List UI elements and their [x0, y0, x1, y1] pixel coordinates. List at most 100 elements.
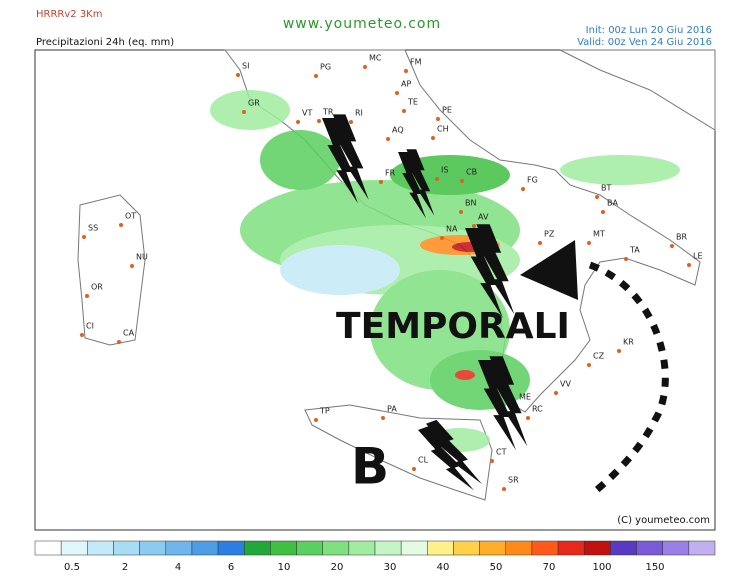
place-label: BR — [676, 233, 687, 242]
legend-swatch — [688, 540, 716, 556]
place-label: CA — [123, 329, 135, 338]
product-name: Precipitazioni 24h (eq. mm) — [36, 37, 174, 48]
city-marker — [386, 137, 390, 141]
place-label: FR — [385, 169, 396, 178]
legend-swatch — [557, 540, 585, 556]
legend-label: 2 — [122, 562, 128, 573]
place-label: BA — [607, 199, 618, 208]
place-labels: SI PG MC FM AP TE GR VT TR RI PE AQ CH FR IS CB FG BT BA BN… — [80, 54, 703, 491]
legend-swatch — [505, 540, 533, 556]
place-label: SR — [508, 476, 519, 485]
place-label: CL — [418, 456, 429, 465]
city-marker — [460, 179, 464, 183]
place-label: NA — [446, 225, 458, 234]
city-marker — [317, 119, 321, 123]
city-marker — [404, 69, 408, 73]
city-marker — [521, 187, 525, 191]
place-label: PG — [320, 63, 331, 72]
city-marker — [502, 487, 506, 491]
legend-swatch — [348, 540, 376, 556]
city-marker — [119, 223, 123, 227]
city-marker — [472, 224, 476, 228]
place-label: SS — [88, 224, 98, 233]
place-label: CH — [437, 125, 449, 134]
place-label: IS — [441, 166, 448, 175]
place-label: AP — [401, 80, 411, 89]
legend-swatch — [636, 540, 663, 556]
city-marker — [381, 416, 385, 420]
place-label: RC — [532, 405, 543, 414]
city-marker — [363, 65, 367, 69]
place-label: TA — [629, 246, 640, 255]
legend-label: 70 — [543, 562, 556, 573]
init-time: Init: 00z Lun 20 Giu 2016 — [586, 25, 712, 36]
place-label: CI — [86, 322, 94, 331]
legend-swatch — [400, 540, 428, 556]
city-marker — [402, 109, 406, 113]
city-marker — [80, 333, 84, 337]
city-marker — [435, 177, 439, 181]
city-marker — [587, 241, 591, 245]
place-label: ME — [519, 393, 531, 402]
city-marker — [601, 210, 605, 214]
place-label: NU — [136, 253, 148, 262]
legend-label: 0.5 — [64, 562, 80, 573]
place-label: OT — [125, 212, 136, 221]
city-marker — [440, 236, 444, 240]
legend-swatch — [531, 540, 559, 556]
city-marker — [617, 349, 621, 353]
place-label: SI — [242, 62, 249, 71]
legend-label: 6 — [228, 562, 234, 573]
place-label: BN — [465, 199, 476, 208]
city-marker — [85, 294, 89, 298]
legend-label: 150 — [645, 562, 664, 573]
legend-label: 20 — [331, 562, 344, 573]
legend-swatch — [610, 540, 637, 556]
legend-swatch — [479, 540, 507, 556]
city-marker — [554, 391, 558, 395]
place-label: TR — [322, 108, 334, 117]
low-annotation: B — [351, 438, 389, 496]
city-marker — [670, 244, 674, 248]
legend-swatch — [322, 540, 350, 556]
legend: 0.5 2 4 6 10 20 30 40 50 70 100 150 — [34, 540, 716, 573]
place-label: RI — [355, 109, 363, 118]
place-label: FG — [527, 176, 538, 185]
legend-swatch — [662, 540, 690, 556]
place-label: GR — [248, 99, 260, 108]
legend-swatch — [453, 540, 480, 556]
city-marker — [395, 91, 399, 95]
legend-swatch — [113, 540, 140, 556]
place-label: VT — [302, 109, 312, 118]
place-label: CT — [496, 448, 507, 457]
legend-swatch — [87, 540, 114, 556]
copyright: (C) youmeteo.com — [617, 515, 710, 526]
place-label: PA — [387, 405, 397, 414]
legend-swatch — [217, 540, 245, 556]
place-label: LE — [693, 252, 703, 261]
legend-swatch — [270, 540, 297, 556]
place-label: FM — [410, 58, 422, 67]
city-marker — [459, 210, 463, 214]
legend-label: 100 — [592, 562, 611, 573]
place-label: AV — [478, 213, 489, 222]
city-marker — [242, 110, 246, 114]
place-label: AQ — [392, 126, 404, 135]
place-label: KR — [623, 338, 634, 347]
city-marker — [431, 136, 435, 140]
legend-swatch — [243, 540, 271, 556]
place-label: OR — [91, 283, 103, 292]
city-marker — [687, 263, 691, 267]
valid-time: Valid: 00z Ven 24 Giu 2016 — [577, 37, 712, 48]
legend-swatch — [427, 540, 454, 556]
place-label: BT — [601, 184, 611, 193]
legend-label: 10 — [278, 562, 291, 573]
city-marker — [595, 195, 599, 199]
place-label: TE — [407, 98, 418, 107]
place-label: PE — [442, 106, 452, 115]
place-label: CZ — [593, 352, 605, 361]
city-marker — [624, 257, 628, 261]
city-marker — [349, 120, 353, 124]
legend-swatch — [165, 540, 193, 556]
